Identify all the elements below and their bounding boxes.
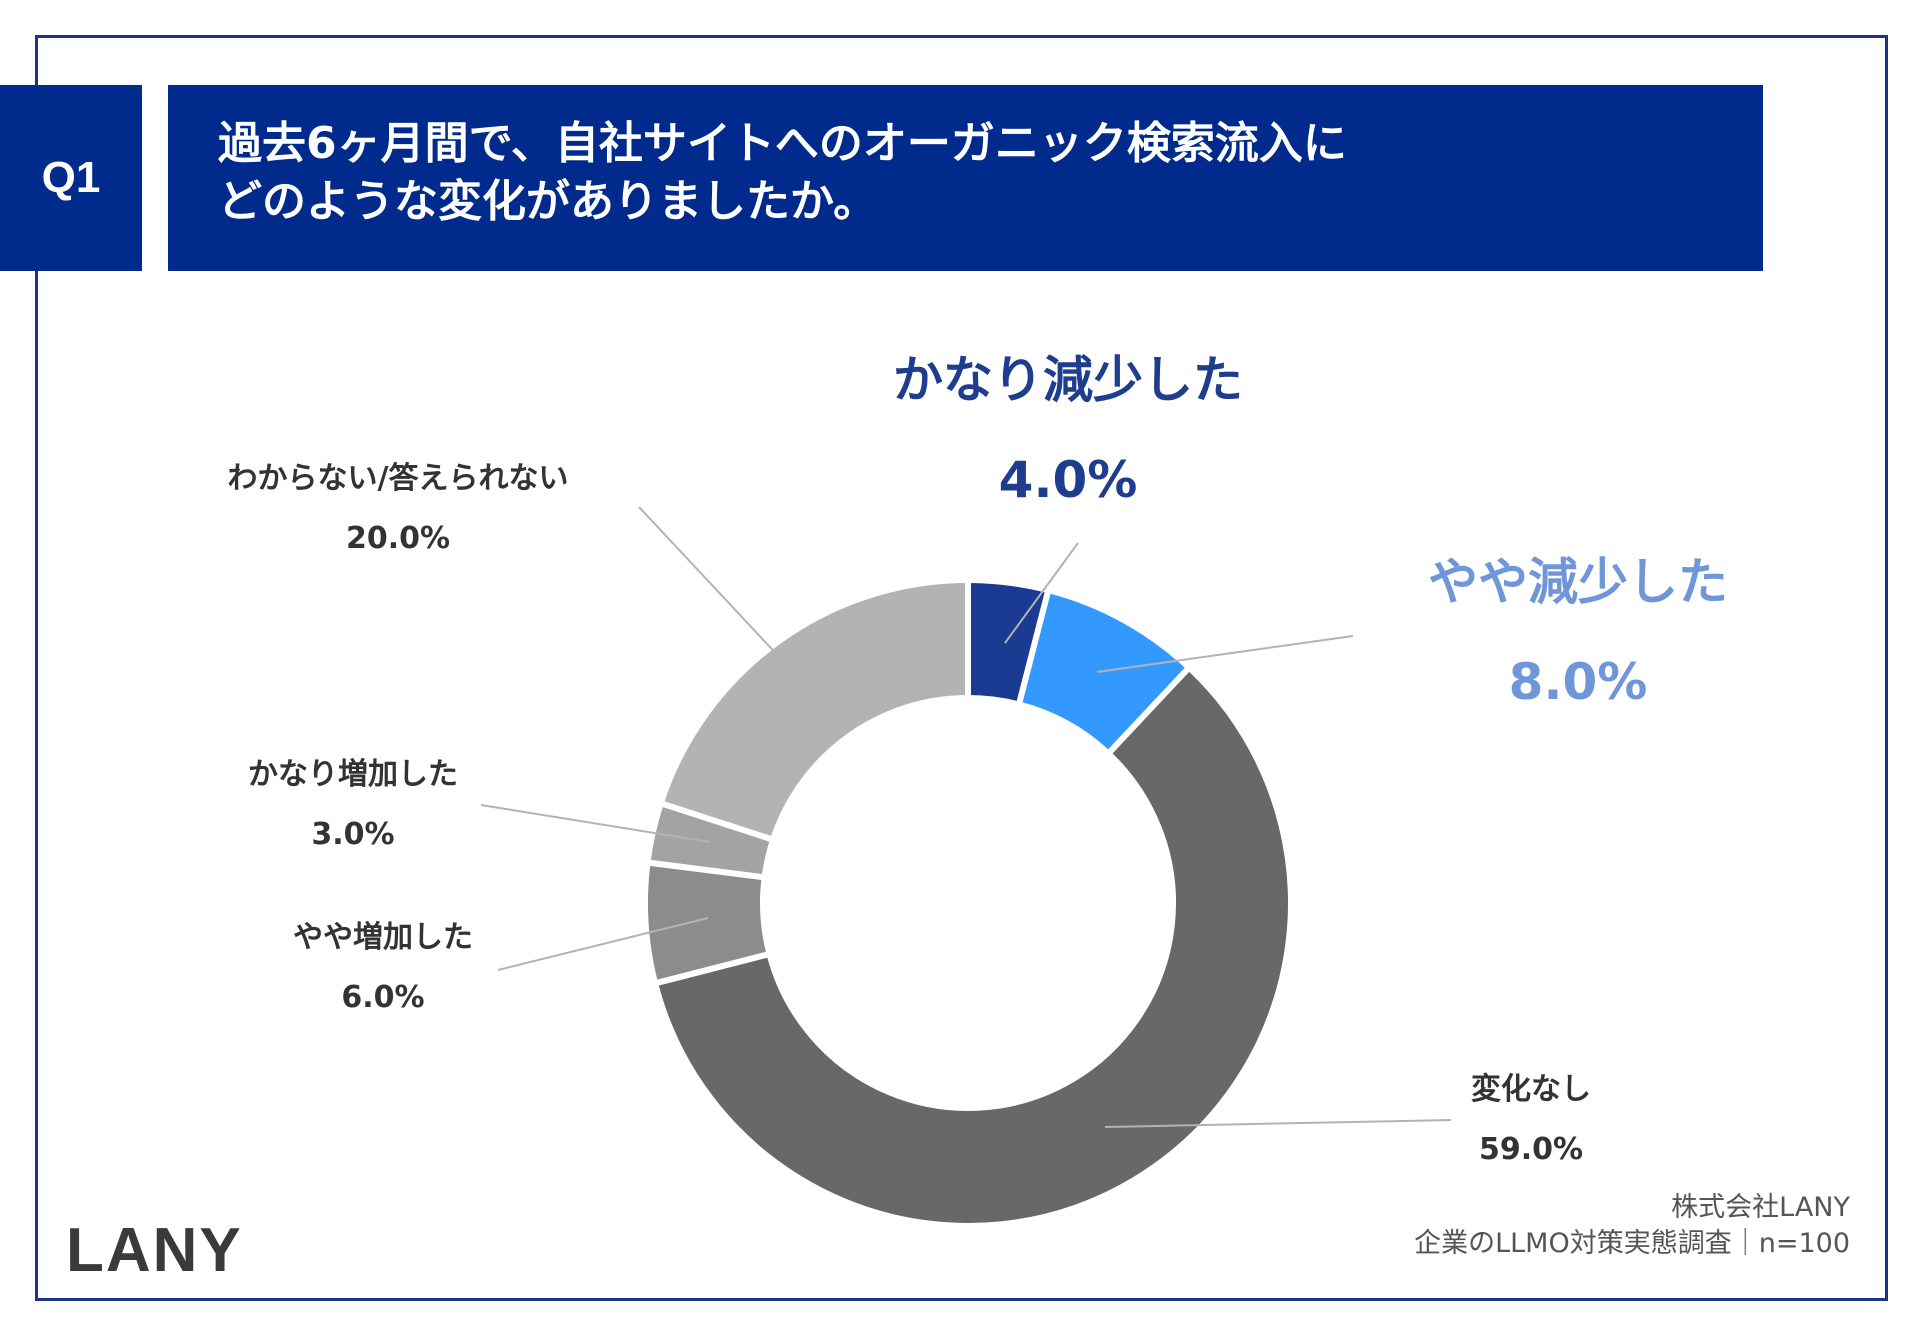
label-greatly-decreased-name: かなり減少した — [893, 351, 1243, 409]
footer-company: 株式会社LANY — [1671, 1192, 1850, 1223]
label-no-change-value: 59.0% — [1478, 1132, 1584, 1167]
label-greatly-decreased: かなり減少した 4.0% — [868, 330, 1268, 530]
label-slightly-increased: やや増加した 6.0% — [233, 908, 533, 1028]
label-greatly-increased-value: 3.0% — [311, 817, 395, 852]
label-slightly-decreased-name: やや減少した — [1428, 553, 1728, 611]
slice-no-change — [651, 663, 1294, 1229]
leader-line-slightly-decreased — [1096, 635, 1354, 673]
label-no-change-name: 変化なし — [1471, 1072, 1591, 1107]
question-title-line-1: 過去6ヶ月間で、自社サイトへのオーガニック検索流入に — [218, 118, 1347, 169]
label-slightly-increased-value: 6.0% — [341, 980, 425, 1015]
label-dont-know-value: 20.0% — [345, 521, 451, 556]
question-number: Q1 — [41, 153, 101, 202]
label-slightly-decreased-value: 8.0% — [1508, 653, 1648, 711]
label-greatly-increased: かなり増加した 3.0% — [203, 745, 503, 865]
leader-line-greatly-increased — [480, 804, 711, 843]
label-slightly-increased-name: やや増加した — [293, 920, 473, 955]
footer-survey: 企業のLLMO対策実態調査｜n=100 — [1414, 1228, 1850, 1259]
label-greatly-increased-name: かなり増加した — [248, 757, 458, 792]
leader-line-slightly-increased — [497, 917, 709, 971]
question-badge: Q1 — [0, 85, 142, 271]
label-greatly-decreased-value: 4.0% — [998, 451, 1138, 509]
leader-line-greatly-decreased — [1004, 542, 1079, 644]
label-no-change: 変化なし 59.0% — [1381, 1060, 1681, 1180]
leader-line-dont-know — [638, 506, 813, 693]
question-title-bar: 過去6ヶ月間で、自社サイトへのオーガニック検索流入に どのような変化がありました… — [168, 85, 1763, 271]
lany-logo: LANY — [66, 1216, 243, 1285]
slice-dont-know — [657, 576, 971, 844]
footer-source: 株式会社LANY 企業のLLMO対策実態調査｜n=100 — [1414, 1190, 1850, 1262]
label-slightly-decreased: やや減少した 8.0% — [1378, 532, 1778, 732]
question-title-line-2: どのような変化がありましたか。 — [218, 176, 878, 227]
leader-line-no-change — [1104, 1119, 1452, 1128]
chart-frame — [35, 35, 1888, 1301]
label-dont-know-name: わからない/答えられない — [227, 461, 569, 496]
label-dont-know: わからない/答えられない 20.0% — [178, 449, 618, 569]
